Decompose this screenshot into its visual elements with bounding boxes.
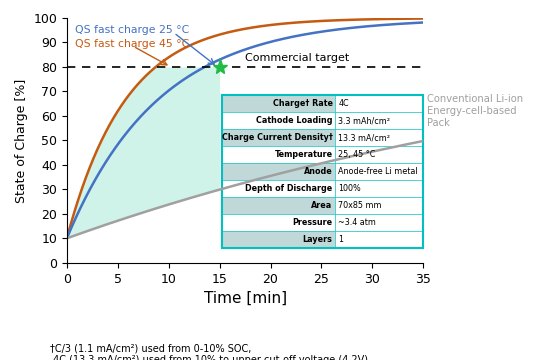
Bar	[335, 180, 423, 197]
Text: †C/3 (1.1 mA/cm²) used from 0-10% SOC,
 4C (13.3 mA/cm²) used from 10% to upper : †C/3 (1.1 mA/cm²) used from 0-10% SOC, 4…	[50, 344, 368, 360]
Text: Depth of Discharge: Depth of Discharge	[245, 184, 333, 193]
Text: Anode: Anode	[304, 167, 333, 176]
Bar	[222, 231, 335, 248]
Bar	[335, 129, 423, 146]
Bar	[222, 112, 335, 129]
Bar	[335, 214, 423, 231]
Text: Pressure: Pressure	[292, 218, 333, 227]
Y-axis label: State of Charge [%]: State of Charge [%]	[14, 78, 28, 203]
X-axis label: Time [min]: Time [min]	[203, 291, 287, 306]
Bar	[335, 146, 423, 163]
Text: ~3.4 atm: ~3.4 atm	[338, 218, 376, 227]
Text: 1: 1	[338, 235, 343, 244]
Bar	[335, 112, 423, 129]
Bar	[222, 146, 335, 163]
Text: Commercial target: Commercial target	[245, 53, 349, 63]
Text: 4C: 4C	[338, 99, 349, 108]
Bar	[222, 95, 335, 112]
Text: QS fast charge 45 °C: QS fast charge 45 °C	[75, 39, 189, 49]
Bar	[335, 163, 423, 180]
Bar	[335, 95, 423, 112]
Text: Charge Current Density†: Charge Current Density†	[222, 133, 333, 142]
Text: 100%: 100%	[338, 184, 361, 193]
Text: QS fast charge 25 °C: QS fast charge 25 °C	[75, 25, 189, 35]
Text: Temperature: Temperature	[275, 150, 333, 159]
Bar	[222, 163, 335, 180]
Text: Anode-free Li metal: Anode-free Li metal	[338, 167, 418, 176]
Text: 3.3 mAh/cm²: 3.3 mAh/cm²	[338, 116, 390, 125]
Bar	[222, 214, 335, 231]
Bar	[222, 197, 335, 214]
Text: 70x85 mm: 70x85 mm	[338, 201, 382, 210]
Text: Area: Area	[311, 201, 333, 210]
Bar	[335, 197, 423, 214]
Bar	[222, 180, 335, 197]
Bar	[222, 95, 423, 248]
Text: 25, 45 °C: 25, 45 °C	[338, 150, 375, 159]
Text: Conventional Li-ion
Energy-cell-based
Pack: Conventional Li-ion Energy-cell-based Pa…	[427, 94, 523, 128]
Bar	[335, 231, 423, 248]
Bar	[222, 129, 335, 146]
Text: Charge† Rate: Charge† Rate	[272, 99, 333, 108]
Text: Layers: Layers	[302, 235, 333, 244]
Text: Cathode Loading: Cathode Loading	[256, 116, 333, 125]
Text: 13.3 mA/cm²: 13.3 mA/cm²	[338, 133, 390, 142]
